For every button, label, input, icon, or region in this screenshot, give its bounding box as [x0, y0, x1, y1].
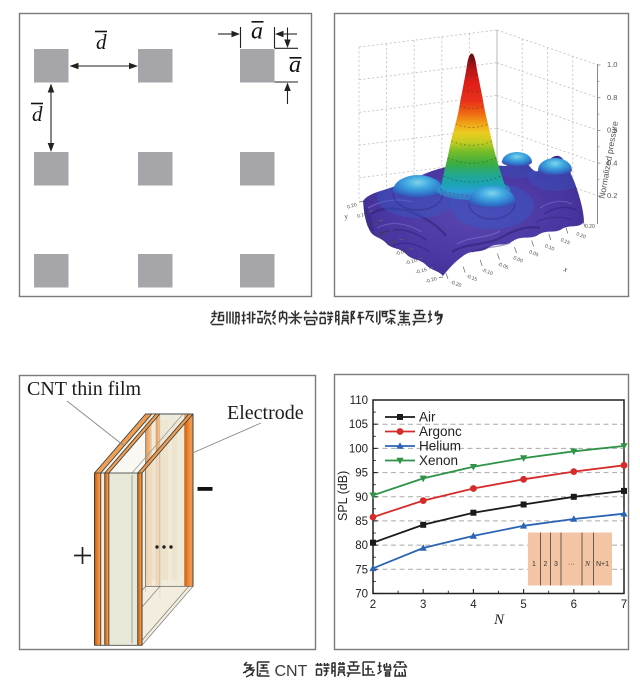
svg-text:80: 80 — [355, 540, 368, 552]
svg-text:a: a — [251, 19, 263, 45]
svg-text:0.6: 0.6 — [607, 126, 617, 135]
svg-text:a: a — [289, 52, 301, 78]
svg-text:N: N — [493, 612, 505, 628]
svg-text:N: N — [584, 559, 591, 568]
svg-text:100: 100 — [349, 443, 368, 455]
svg-text:0.10: 0.10 — [367, 221, 378, 230]
svg-text:-0.10: -0.10 — [481, 267, 494, 277]
svg-text:3: 3 — [554, 561, 558, 568]
svg-text:6: 6 — [571, 599, 577, 611]
svg-text:90: 90 — [355, 492, 368, 504]
svg-text:CNT: CNT — [275, 663, 308, 680]
svg-text:2: 2 — [370, 599, 376, 611]
svg-text:0.00: 0.00 — [512, 255, 523, 264]
svg-text:110: 110 — [350, 395, 368, 407]
svg-text:0.4: 0.4 — [607, 158, 617, 167]
svg-text:-0.20: -0.20 — [449, 279, 462, 289]
svg-text:3: 3 — [420, 599, 426, 611]
svg-text:-0.15: -0.15 — [415, 267, 428, 276]
svg-text:0.05: 0.05 — [528, 249, 539, 258]
svg-text:CNT thin film: CNT thin film — [27, 378, 142, 400]
svg-text:0.20: 0.20 — [575, 231, 586, 240]
svg-text:70: 70 — [355, 589, 368, 601]
svg-text:0.10: 0.10 — [544, 243, 555, 252]
svg-text:0.20: 0.20 — [585, 224, 595, 230]
svg-text:-0.20: -0.20 — [425, 276, 438, 285]
svg-text:0.20: 0.20 — [347, 202, 358, 211]
svg-text:SPL (dB): SPL (dB) — [336, 471, 350, 521]
svg-text:d: d — [32, 102, 43, 126]
svg-text:y: y — [342, 211, 349, 221]
svg-text:-0.10: -0.10 — [405, 258, 418, 267]
svg-text:0.05: 0.05 — [377, 230, 388, 239]
svg-text:N+1: N+1 — [596, 561, 609, 568]
svg-text:0.8: 0.8 — [607, 93, 617, 102]
svg-text:d: d — [96, 30, 107, 54]
svg-text:Electrode: Electrode — [227, 402, 304, 424]
svg-text:105: 105 — [349, 419, 368, 431]
svg-text:Air: Air — [419, 410, 436, 425]
svg-text:95: 95 — [355, 468, 368, 480]
svg-text:0.2: 0.2 — [607, 191, 617, 200]
svg-text:Helium: Helium — [419, 439, 461, 454]
svg-text:-0.15: -0.15 — [465, 273, 478, 283]
svg-text:-0.05: -0.05 — [496, 261, 509, 271]
svg-text:0.00: 0.00 — [387, 239, 398, 248]
svg-text:-0.05: -0.05 — [395, 248, 408, 257]
svg-text:x: x — [561, 264, 569, 274]
svg-text:75: 75 — [355, 564, 368, 576]
svg-text:4: 4 — [470, 599, 477, 611]
svg-text:0.15: 0.15 — [559, 237, 570, 246]
svg-text:···: ··· — [568, 561, 575, 568]
svg-text:2: 2 — [544, 561, 548, 568]
svg-text:5: 5 — [520, 599, 526, 611]
svg-text:85: 85 — [355, 516, 368, 528]
svg-text:7: 7 — [621, 599, 627, 611]
svg-text:0.15: 0.15 — [357, 211, 368, 220]
svg-text:Xenon: Xenon — [419, 453, 458, 468]
svg-text:Argonc: Argonc — [419, 424, 462, 439]
svg-text:1.0: 1.0 — [607, 60, 617, 69]
svg-text:1: 1 — [532, 561, 536, 568]
